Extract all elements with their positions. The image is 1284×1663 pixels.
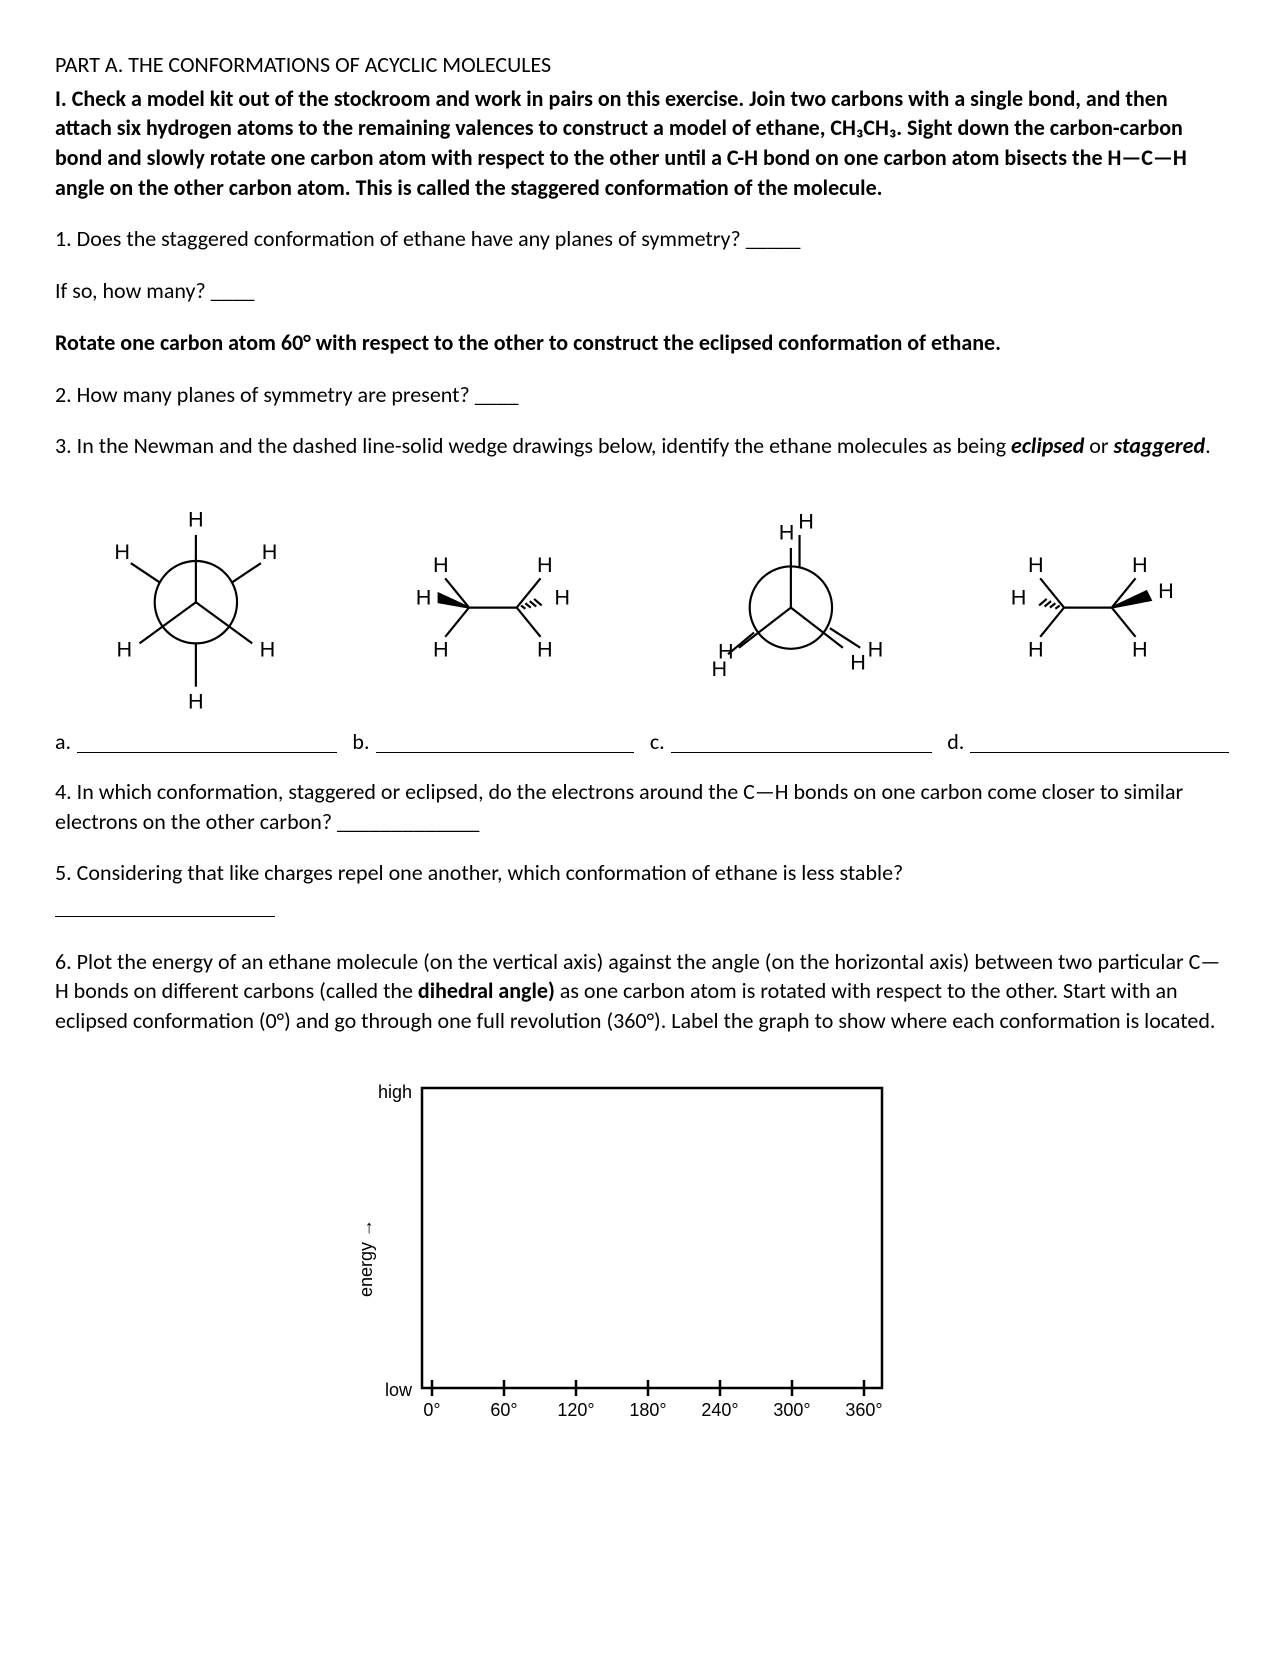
q3-pre: 3. In the Newman and the dashed line-sol… xyxy=(55,432,1011,459)
label-a: a. xyxy=(55,727,337,757)
question-5: 5. Considering that like charges repel o… xyxy=(55,858,1229,888)
q3-em1: eclipsed xyxy=(1011,432,1084,459)
q6-bold: dihedral angle) xyxy=(418,977,555,1004)
wedge-eclipsed-icon: H H H H H H xyxy=(947,483,1229,721)
svg-text:H: H xyxy=(114,539,130,564)
graph-ylabel: energy → xyxy=(356,1219,376,1297)
label-a-letter: a. xyxy=(55,727,71,757)
svg-text:H: H xyxy=(850,649,866,674)
label-c: c. xyxy=(650,727,932,757)
svg-text:H: H xyxy=(711,656,727,681)
diagram-a: H H H H H H xyxy=(55,483,337,721)
svg-text:H: H xyxy=(1158,578,1174,603)
label-b-letter: b. xyxy=(352,727,369,757)
graph-ticklabels: 0° 60° 120° 180° 240° 300° 360° xyxy=(423,1400,882,1420)
q5-blank xyxy=(55,894,1229,925)
q3-post: . xyxy=(1205,432,1211,459)
graph-high: high xyxy=(378,1082,412,1102)
graph-box xyxy=(422,1088,882,1388)
energy-graph-svg: energy → high low 0° 60° 120° 180° 240° … xyxy=(332,1058,952,1438)
svg-text:H: H xyxy=(798,508,814,533)
diagram-label-row: a. b. c. d. xyxy=(55,727,1229,757)
svg-text:H: H xyxy=(555,584,571,609)
label-c-letter: c. xyxy=(650,727,665,757)
newman-staggered-icon: H H H H H H xyxy=(55,483,337,721)
svg-text:H: H xyxy=(537,636,553,661)
q1b-text: If so, how many? xyxy=(55,277,206,304)
question-1b: If so, how many? xyxy=(55,276,1229,306)
diagrams-row: H H H H H H xyxy=(55,483,1229,721)
svg-text:H: H xyxy=(416,584,432,609)
diagram-d: H H H H H H xyxy=(947,483,1229,721)
svg-text:H: H xyxy=(1028,636,1044,661)
svg-text:180°: 180° xyxy=(629,1400,666,1420)
graph-low: low xyxy=(385,1380,413,1400)
q3-mid: or xyxy=(1084,432,1113,459)
svg-text:H: H xyxy=(433,552,449,577)
label-d: d. xyxy=(947,727,1229,757)
diagram-b: H H H H H H xyxy=(352,483,634,721)
svg-text:60°: 60° xyxy=(490,1400,517,1420)
svg-text:360°: 360° xyxy=(845,1400,882,1420)
wedge-staggered-icon: H H H H H H xyxy=(352,483,634,721)
energy-graph: energy → high low 0° 60° 120° 180° 240° … xyxy=(55,1058,1229,1438)
question-2: 2. How many planes of symmetry are prese… xyxy=(55,380,1229,410)
svg-text:300°: 300° xyxy=(773,1400,810,1420)
question-6: 6. Plot the energy of an ethane molecule… xyxy=(55,947,1229,1036)
question-4: 4. In which conformation, staggered or e… xyxy=(55,777,1229,836)
newman-eclipsed-icon: H H H H H H xyxy=(650,483,932,721)
label-d-letter: d. xyxy=(947,727,964,757)
svg-text:H: H xyxy=(117,636,133,661)
q1-text: 1. Does the staggered conformation of et… xyxy=(55,225,741,252)
svg-text:H: H xyxy=(537,552,553,577)
svg-text:H: H xyxy=(1028,552,1044,577)
svg-text:H: H xyxy=(867,636,883,661)
svg-text:H: H xyxy=(1132,552,1148,577)
svg-text:H: H xyxy=(779,519,795,544)
diagram-c: H H H H H H xyxy=(650,483,932,721)
svg-text:H: H xyxy=(188,688,204,713)
svg-text:H: H xyxy=(433,636,449,661)
svg-text:H: H xyxy=(1011,584,1027,609)
intro-paragraph: I. Check a model kit out of the stockroo… xyxy=(55,84,1229,203)
question-1: 1. Does the staggered conformation of et… xyxy=(55,224,1229,254)
question-3: 3. In the Newman and the dashed line-sol… xyxy=(55,431,1229,461)
svg-text:H: H xyxy=(262,539,278,564)
q2-text: 2. How many planes of symmetry are prese… xyxy=(55,381,470,408)
svg-text:H: H xyxy=(260,636,276,661)
svg-text:H: H xyxy=(1132,636,1148,661)
rotate-instruction: Rotate one carbon atom 60° with respect … xyxy=(55,328,1229,358)
svg-text:120°: 120° xyxy=(557,1400,594,1420)
svg-text:240°: 240° xyxy=(701,1400,738,1420)
svg-text:0°: 0° xyxy=(423,1400,440,1420)
svg-text:H: H xyxy=(188,506,204,531)
q4-text: 4. In which conformation, staggered or e… xyxy=(55,778,1183,835)
label-b: b. xyxy=(352,727,634,757)
q3-em2: staggered xyxy=(1114,432,1206,459)
part-title: PART A. THE CONFORMATIONS OF ACYCLIC MOL… xyxy=(55,50,1229,80)
